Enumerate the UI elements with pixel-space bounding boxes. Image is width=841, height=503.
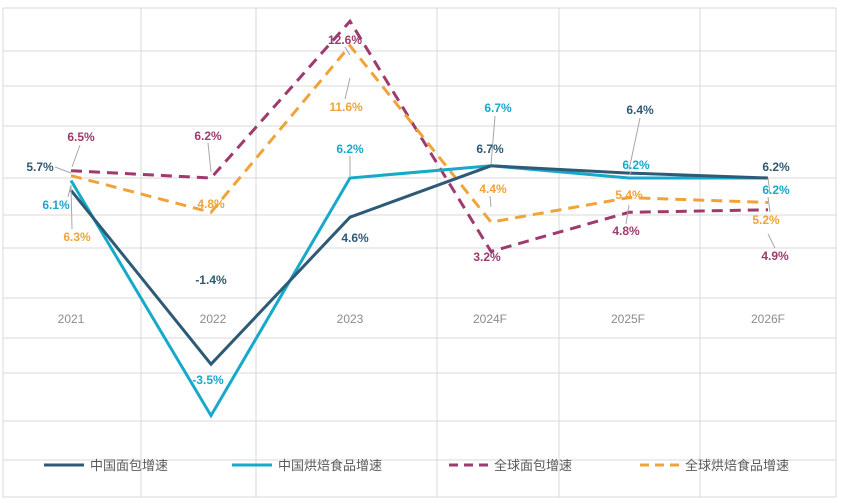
x-tick-label-2023: 2023 (337, 312, 364, 326)
data-label-global-bakery-2025F: 5.4% (615, 188, 643, 202)
label-leader-line (628, 170, 633, 176)
data-label-china-bread-2022: -1.4% (195, 273, 227, 287)
data-label-china-bakery-2022: -3.5% (192, 373, 224, 387)
chart-legend: 中国面包增速 中国烘焙食品增速 全球面包增速 全球烘焙食品增速 (44, 458, 789, 474)
data-label-china-bakery-2021: 6.1% (42, 198, 70, 212)
label-leader-line (344, 46, 351, 56)
label-leader-line (490, 115, 496, 166)
legend-label-china-bakery: 中国烘焙食品增速 (278, 458, 382, 474)
data-label-china-bread-2021: 5.7% (26, 160, 54, 174)
series-line-china-bread (69, 164, 769, 367)
legend-item-china-bread[interactable]: 中国面包增速 (44, 459, 168, 474)
label-leader-line (489, 195, 492, 208)
data-label-global-bread-2024F: 3.2% (473, 250, 501, 264)
label-leader-line (767, 177, 771, 195)
label-leader-line (767, 233, 776, 249)
label-layer: 5.7% -1.4% 4.6% 6.7% 6.4% 6.2% 6.1% -3.5% 6.2% 6.… (26, 33, 790, 387)
data-label-global-bread-2025F: 4.8% (612, 224, 640, 238)
data-label-china-bread-2024F: 6.7% (476, 142, 504, 156)
label-leader-line (207, 142, 212, 173)
data-label-global-bread-2026F: 4.9% (761, 249, 789, 263)
leader-layer (54, 46, 776, 249)
x-tick-label-2025F: 2025F (611, 312, 645, 326)
label-leader-line (344, 77, 351, 100)
legend-label-global-bakery: 全球烘焙食品增速 (685, 458, 789, 474)
series-line-china-bakery (69, 164, 768, 419)
x-tick-label-2026F: 2026F (751, 312, 785, 326)
label-leader-line (625, 204, 630, 225)
data-label-global-bakery-2022: 4.8% (197, 197, 225, 211)
label-leader-line (70, 185, 73, 230)
series-line-global-bread (70, 18, 769, 254)
data-label-china-bread-2023: 4.6% (341, 231, 369, 245)
data-label-china-bread-2025F: 6.4% (626, 103, 654, 117)
data-label-global-bakery-2024F: 4.4% (479, 182, 507, 196)
data-label-global-bread-2023: 12.6% (328, 33, 362, 47)
label-leader-line (767, 196, 771, 213)
label-leader-line (628, 117, 641, 171)
label-leader-line (54, 166, 72, 174)
series-layer (69, 18, 769, 419)
legend-item-china-bakery[interactable]: 中国烘焙食品增速 (232, 458, 382, 474)
chart-gridlines (2, 7, 837, 498)
data-label-global-bread-2022: 6.2% (194, 129, 222, 143)
data-label-global-bakery-2026F: 5.2% (752, 213, 780, 227)
legend-item-global-bakery[interactable]: 全球烘焙食品增速 (640, 458, 789, 474)
x-tick-label-2022: 2022 (200, 312, 227, 326)
data-label-global-bakery-2023: 11.6% (329, 100, 363, 114)
x-axis-ticks: 2021 2022 2023 2024F 2025F 2026F (58, 312, 785, 326)
series-line-global-bakery (70, 43, 769, 224)
data-label-china-bakery-2026F: 6.2% (762, 183, 790, 197)
data-label-global-bakery-2021: 6.3% (63, 230, 91, 244)
data-label-china-bakery-2025F: 6.2% (622, 158, 650, 172)
label-leader-line (71, 144, 81, 168)
data-label-global-bread-2021: 6.5% (67, 130, 95, 144)
x-tick-label-2021: 2021 (58, 312, 85, 326)
label-leader-line (67, 184, 72, 198)
data-label-china-bakery-2023: 6.2% (336, 142, 364, 156)
legend-label-global-bread: 全球面包增速 (494, 458, 572, 474)
legend-item-global-bread[interactable]: 全球面包增速 (449, 458, 572, 474)
legend-label-china-bread: 中国面包增速 (90, 459, 168, 474)
data-label-china-bakery-2024F: 6.7% (484, 101, 512, 115)
data-label-china-bread-2026F: 6.2% (762, 160, 790, 174)
x-tick-label-2024F: 2024F (473, 312, 507, 326)
